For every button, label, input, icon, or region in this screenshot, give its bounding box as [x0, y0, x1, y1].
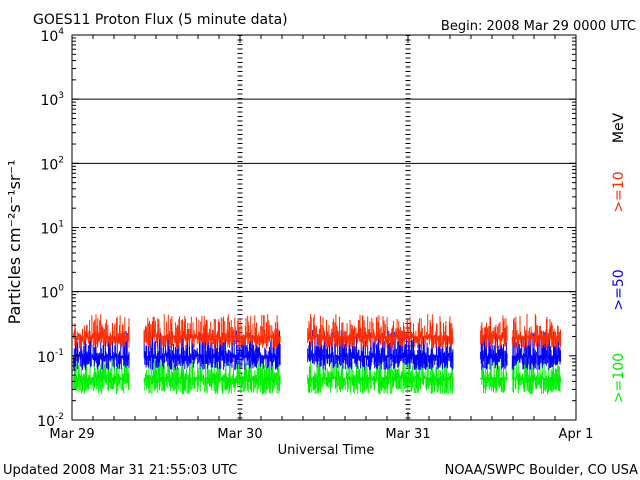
y-tick-label: 10-1 [37, 348, 64, 366]
y-tick-label: 104 [40, 27, 64, 45]
y-tick-label: 101 [40, 220, 64, 238]
legend-series-ge100: >=100 [611, 353, 627, 403]
x-tick-label: Mar 30 [217, 427, 262, 442]
reference-lines [72, 98, 576, 293]
updated-timestamp: Updated 2008 Mar 31 21:55:03 UTC [3, 463, 237, 478]
credit-text: NOAA/SWPC Boulder, CO USA [445, 463, 638, 478]
y-tick-label: 10-2 [37, 412, 64, 430]
legend-series-ge50: >=50 [611, 269, 627, 310]
y-axis-ticks: 10-2 10-1 100 101 102 103 104 [37, 27, 576, 430]
legend-unit: MeV [611, 112, 627, 143]
begin-time: Begin: 2008 Mar 29 0000 UTC [441, 19, 636, 34]
x-axis-ticks: Mar 29 Mar 30 Mar 31 Apr 1 [49, 35, 593, 442]
series-layer [73, 313, 561, 395]
series-line [73, 355, 561, 395]
legend: MeV >=10 >=50 >=100 [611, 112, 627, 403]
x-tick-label: Mar 31 [385, 427, 430, 442]
legend-series-ge10: >=10 [611, 171, 627, 212]
y-tick-label: 100 [40, 284, 64, 302]
y-tick-label: 102 [40, 155, 64, 173]
chart-title: GOES11 Proton Flux (5 minute data) [33, 12, 288, 28]
x-axis-label: Universal Time [278, 443, 375, 458]
series-line [73, 313, 561, 349]
x-tick-label: Apr 1 [559, 427, 594, 442]
y-tick-label: 103 [40, 91, 64, 109]
y-axis-label: Particles cm⁻²s⁻¹sr⁻¹ [5, 160, 24, 325]
x-tick-label: Mar 29 [49, 427, 94, 442]
